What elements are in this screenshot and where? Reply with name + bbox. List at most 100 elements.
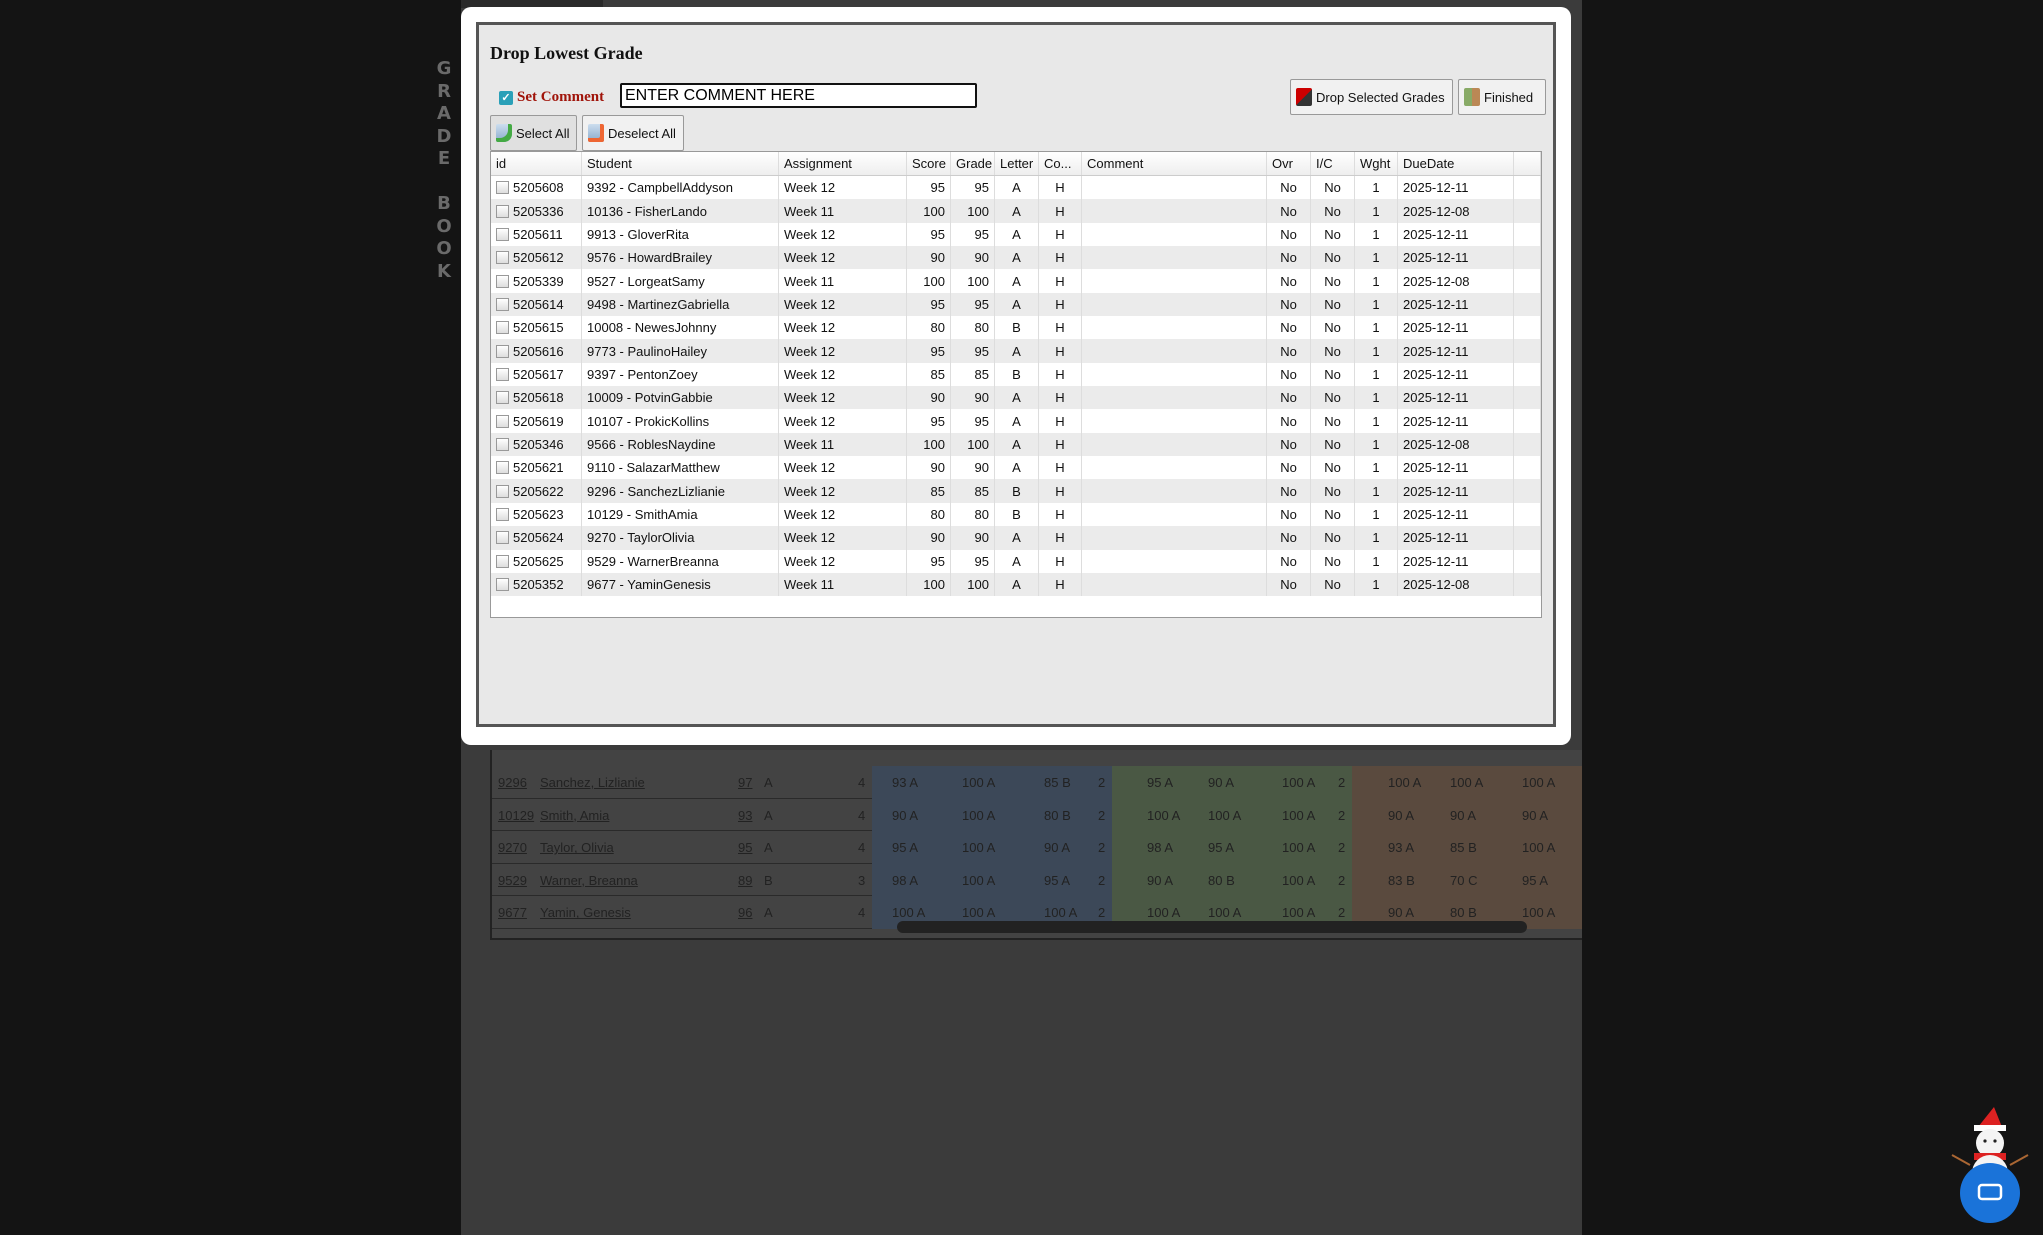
- set-comment-toggle[interactable]: ✓ Set Comment: [499, 89, 604, 106]
- grid-row[interactable]: 5205622 9296 - SanchezLizlianie Week 12 85 8…: [491, 479, 1541, 503]
- grade-cell[interactable]: 100 A: [962, 775, 996, 790]
- column-header-id[interactable]: id: [491, 152, 582, 175]
- column-header-grade[interactable]: Grade: [951, 152, 995, 175]
- row-checkbox[interactable]: [496, 227, 509, 241]
- row-checkbox[interactable]: [496, 507, 509, 521]
- grid-row[interactable]: 5205618 10009 - PotvinGabbie Week 12 90 90 A H…: [491, 386, 1541, 410]
- column-header-weight[interactable]: Wght: [1355, 152, 1398, 175]
- row-checkbox[interactable]: [496, 181, 509, 195]
- comment-input[interactable]: [620, 83, 977, 108]
- grade-cell[interactable]: 83 B: [1388, 872, 1415, 888]
- column-header-ic[interactable]: I/C: [1311, 152, 1355, 175]
- grade-cell[interactable]: 98 A: [892, 872, 919, 888]
- student-id-link[interactable]: 9296: [498, 775, 527, 790]
- grade-cell[interactable]: 90 A: [1388, 905, 1415, 921]
- grid-row[interactable]: 5205346 9566 - RoblesNaydine Week 11 100 100…: [491, 432, 1541, 457]
- student-id-link[interactable]: 9529: [498, 872, 527, 888]
- average-link[interactable]: 96: [738, 905, 753, 921]
- grade-cell[interactable]: 90 A: [1147, 872, 1174, 888]
- grade-cell[interactable]: 100 A: [892, 905, 926, 921]
- row-checkbox[interactable]: [496, 367, 509, 381]
- average-link[interactable]: 93: [738, 807, 753, 823]
- grade-cell[interactable]: 100 A: [1044, 905, 1078, 921]
- grade-cell[interactable]: 2: [1338, 840, 1346, 856]
- grade-cell[interactable]: 2: [1338, 905, 1346, 921]
- grade-cell[interactable]: 85 B: [1044, 775, 1071, 790]
- grade-cell[interactable]: 98 A: [1147, 840, 1174, 856]
- grid-row[interactable]: 5205608 9392 - CampbellAddyson Week 12 95 95…: [491, 176, 1541, 200]
- select-all-button[interactable]: Select All: [490, 115, 577, 151]
- grade-cell[interactable]: 100 A: [962, 872, 996, 888]
- column-header-student[interactable]: Student: [582, 152, 779, 175]
- grid-row[interactable]: 5205625 9529 - WarnerBreanna Week 12 95 95 A H…: [491, 549, 1541, 573]
- row-checkbox[interactable]: [496, 531, 509, 545]
- grade-cell[interactable]: 100 A: [1522, 905, 1556, 921]
- grade-cell[interactable]: 100 A: [1388, 775, 1422, 790]
- column-header-due-date[interactable]: DueDate: [1398, 152, 1514, 175]
- grid-row[interactable]: 5205611 9913 - GloverRita Week 12 95 95 A H No N…: [491, 222, 1541, 247]
- student-name-link[interactable]: Smith, Amia: [540, 807, 610, 823]
- grade-cell[interactable]: 100 A: [1147, 905, 1181, 921]
- student-name-link[interactable]: Sanchez, Lizlianie: [540, 775, 645, 790]
- student-id-link[interactable]: 9270: [498, 840, 527, 856]
- grade-cell[interactable]: 2: [1338, 807, 1346, 823]
- grade-cell[interactable]: 70 C: [1450, 872, 1478, 888]
- column-header-override[interactable]: Ovr: [1267, 152, 1311, 175]
- student-name-link[interactable]: Warner, Breanna: [540, 872, 638, 888]
- grade-cell[interactable]: 2: [1338, 775, 1346, 790]
- column-header-spacer[interactable]: [1514, 152, 1541, 175]
- student-id-link[interactable]: 9677: [498, 905, 527, 921]
- grade-cell[interactable]: 90 A: [1208, 775, 1235, 790]
- row-checkbox[interactable]: [496, 484, 509, 498]
- grade-cell[interactable]: 100 A: [1282, 905, 1316, 921]
- grade-cell[interactable]: 93 A: [892, 775, 919, 790]
- deselect-all-button[interactable]: Deselect All: [582, 115, 684, 151]
- drop-selected-grades-button[interactable]: Drop Selected Grades: [1290, 79, 1453, 115]
- grade-cell[interactable]: 100 A: [962, 807, 996, 823]
- row-checkbox[interactable]: [496, 578, 509, 592]
- chat-widget[interactable]: [1950, 1105, 2030, 1225]
- student-name-link[interactable]: Taylor, Olivia: [540, 840, 614, 856]
- grade-cell[interactable]: 2: [1338, 872, 1346, 888]
- row-checkbox[interactable]: [496, 204, 509, 218]
- row-checkbox[interactable]: [496, 554, 509, 568]
- row-checkbox[interactable]: [496, 437, 509, 451]
- column-header-code[interactable]: Co...: [1039, 152, 1082, 175]
- grid-row[interactable]: 5205621 9110 - SalazarMatthew Week 12 90 90 A…: [491, 456, 1541, 480]
- grade-cell[interactable]: 100 A: [1522, 775, 1556, 790]
- average-link[interactable]: 95: [738, 840, 753, 856]
- row-checkbox[interactable]: [496, 321, 509, 335]
- grade-cell[interactable]: 93 A: [1388, 840, 1415, 856]
- row-checkbox[interactable]: [496, 461, 509, 475]
- grade-cell[interactable]: 100 A: [1282, 807, 1316, 823]
- grid-row[interactable]: 5205614 9498 - MartinezGabriella Week 12 95…: [491, 292, 1541, 317]
- grade-cell[interactable]: 100 A: [1282, 840, 1316, 856]
- grade-cell[interactable]: 100 A: [1282, 872, 1316, 888]
- grade-cell[interactable]: 100 A: [1450, 775, 1484, 790]
- grid-row[interactable]: 5205624 9270 - TaylorOlivia Week 12 90 90 A H N…: [491, 526, 1541, 550]
- set-comment-checkbox[interactable]: ✓: [499, 90, 513, 105]
- column-header-assignment[interactable]: Assignment: [779, 152, 907, 175]
- grade-cell[interactable]: 2: [1098, 807, 1106, 823]
- grade-cell[interactable]: 80 B: [1450, 905, 1477, 921]
- row-checkbox[interactable]: [496, 251, 509, 265]
- grade-cell[interactable]: 2: [1098, 872, 1106, 888]
- column-header-score[interactable]: Score: [907, 152, 951, 175]
- grade-cell[interactable]: 85 B: [1450, 840, 1477, 856]
- grade-cell[interactable]: 100 A: [962, 905, 996, 921]
- grade-cell[interactable]: 95 A: [1522, 872, 1549, 888]
- grid-row[interactable]: 5205339 9527 - LorgeatSamy Week 11 100 100 A H…: [491, 269, 1541, 293]
- grid-row[interactable]: 5205623 10129 - SmithAmia Week 12 80 80 B H No N…: [491, 502, 1541, 527]
- student-name-link[interactable]: Yamin, Genesis: [540, 905, 631, 921]
- row-checkbox[interactable]: [496, 274, 509, 288]
- grade-cell[interactable]: 95 A: [1208, 840, 1235, 856]
- grade-cell[interactable]: 100 A: [1282, 775, 1316, 790]
- student-id-link[interactable]: 10129: [498, 807, 535, 823]
- grid-row[interactable]: 5205619 10107 - ProkicKollins Week 12 95 95 A…: [491, 409, 1541, 433]
- grid-row[interactable]: 5205617 9397 - PentonZoey Week 12 85 85 B H No N…: [491, 362, 1541, 387]
- grade-cell[interactable]: 2: [1098, 905, 1106, 921]
- finished-button[interactable]: Finished: [1458, 79, 1546, 115]
- grade-cell[interactable]: 2: [1098, 775, 1106, 790]
- grade-cell[interactable]: 90 A: [1044, 840, 1071, 856]
- row-checkbox[interactable]: [496, 344, 509, 358]
